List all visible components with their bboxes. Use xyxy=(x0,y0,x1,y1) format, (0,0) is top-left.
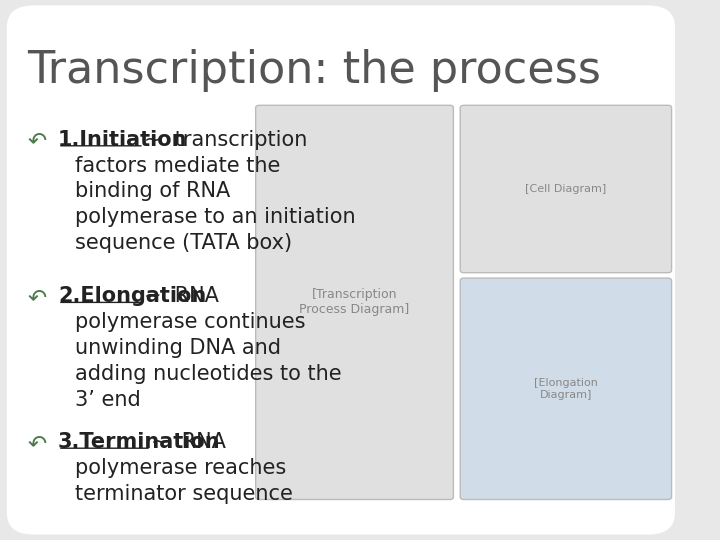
Text: sequence (TATA box): sequence (TATA box) xyxy=(75,233,292,253)
Text: 2.Elongation: 2.Elongation xyxy=(58,286,206,306)
Text: [Transcription
Process Diagram]: [Transcription Process Diagram] xyxy=(300,288,410,316)
Text: unwinding DNA and: unwinding DNA and xyxy=(75,338,281,358)
Text: ↶: ↶ xyxy=(27,286,46,309)
Text: ~  transcription: ~ transcription xyxy=(144,130,307,150)
Text: polymerase reaches: polymerase reaches xyxy=(75,458,287,478)
Text: factors mediate the: factors mediate the xyxy=(75,156,280,176)
Text: ↶: ↶ xyxy=(27,432,46,455)
Text: ~  RNA: ~ RNA xyxy=(151,432,226,452)
Text: terminator sequence: terminator sequence xyxy=(75,484,293,504)
FancyBboxPatch shape xyxy=(6,5,675,535)
Text: 3.Termination: 3.Termination xyxy=(58,432,220,452)
FancyBboxPatch shape xyxy=(460,278,672,500)
Text: binding of RNA: binding of RNA xyxy=(75,181,230,201)
Text: 1.Initiation: 1.Initiation xyxy=(58,130,187,150)
Text: [Elongation
Diagram]: [Elongation Diagram] xyxy=(534,378,598,400)
Text: ~  RNA: ~ RNA xyxy=(144,286,219,306)
FancyBboxPatch shape xyxy=(256,105,454,500)
Text: adding nucleotides to the: adding nucleotides to the xyxy=(75,364,341,384)
Text: polymerase continues: polymerase continues xyxy=(75,312,305,332)
Text: Transcription: the process: Transcription: the process xyxy=(27,49,601,92)
FancyBboxPatch shape xyxy=(460,105,672,273)
Text: [Cell Diagram]: [Cell Diagram] xyxy=(526,184,606,194)
Text: 3’ end: 3’ end xyxy=(75,390,140,410)
Text: polymerase to an initiation: polymerase to an initiation xyxy=(75,207,356,227)
Text: ↶: ↶ xyxy=(27,130,46,153)
